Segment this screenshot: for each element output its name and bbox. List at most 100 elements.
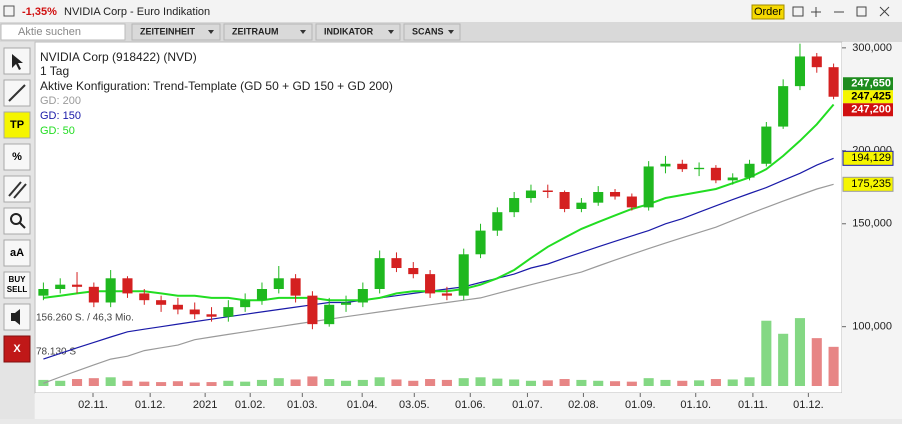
candle-body [727, 177, 738, 181]
menu-item[interactable] [131, 23, 221, 41]
volume-bar [122, 380, 133, 386]
volume-bar [576, 379, 587, 386]
candle-body [122, 278, 133, 294]
icon[interactable] [856, 6, 867, 17]
volume-bar [458, 378, 469, 386]
order-label[interactable]: Order [754, 6, 782, 18]
candle-body [206, 314, 217, 317]
search-box[interactable] [0, 23, 126, 41]
candle-body [324, 304, 335, 325]
button-label[interactable]: X [13, 343, 21, 355]
volume-bar [256, 379, 268, 386]
tool-button[interactable] [3, 335, 31, 363]
candle-body [778, 86, 789, 127]
icon [11, 309, 20, 325]
chart-title: NVIDIA Corp (918422) (NVD) [40, 50, 197, 64]
volume-bar [105, 377, 116, 386]
tool-button[interactable] [3, 111, 31, 139]
candle-body [542, 190, 553, 193]
value-label: 175,235 [851, 178, 891, 190]
value-label: 194,129 [851, 152, 891, 164]
candle-body [139, 293, 150, 301]
candle-body [374, 258, 385, 290]
button-label[interactable]: TP [10, 119, 24, 131]
volume-bar [290, 379, 301, 386]
quote-label-box [843, 103, 893, 117]
menu-label[interactable]: ZEITRAUM [232, 26, 279, 36]
volume-bar [408, 380, 419, 386]
candle-body [408, 268, 419, 275]
volume-bar [156, 382, 167, 386]
volume-bar [593, 380, 604, 386]
candle-body [340, 302, 352, 305]
menu-label[interactable]: ZEITEINHEIT [140, 26, 196, 36]
y-tick-label: 300,000 [852, 42, 892, 54]
change: -1,35% [22, 6, 57, 18]
candle-body [694, 167, 705, 170]
candle-body [576, 202, 587, 209]
candle-body [509, 198, 520, 213]
x-tick-label: 02.11. [78, 399, 108, 411]
volume-bar [744, 377, 755, 386]
time-axis [35, 393, 902, 419]
icon [19, 222, 26, 229]
menu-label[interactable]: SCANS [412, 26, 444, 36]
icon[interactable] [879, 6, 890, 17]
volume-bar [492, 378, 503, 386]
tool-button[interactable] [3, 239, 31, 267]
volume-bar [307, 376, 318, 386]
search-placeholder[interactable]: Aktie suchen [18, 26, 81, 38]
button-label[interactable]: % [12, 151, 22, 163]
icon [10, 213, 22, 225]
plot-area [34, 41, 843, 394]
candle-body [492, 212, 503, 231]
toolbar-buttons: TP % aA BUY SELL X [3, 47, 31, 363]
icon [8, 84, 26, 102]
tool-button[interactable] [3, 207, 31, 235]
candle-body [223, 307, 234, 317]
candle-body [71, 284, 83, 287]
candle-body [609, 192, 621, 197]
x-tick-label: 01.11. [738, 399, 768, 411]
volume-bar [542, 380, 553, 386]
button-label[interactable]: BUY [9, 275, 27, 284]
dropdown-arrow [208, 30, 214, 34]
volume-bar [509, 379, 520, 386]
volume-bar [626, 381, 637, 386]
volume-bar [778, 333, 789, 386]
tool-button[interactable] [3, 271, 31, 299]
candle-body [307, 295, 318, 325]
menu-label[interactable]: INDIKATOR [324, 26, 374, 36]
button-label[interactable]: SELL [7, 285, 28, 294]
candle-body [761, 126, 772, 164]
value-label-box [842, 150, 894, 166]
volume-bar [525, 380, 537, 386]
menu-item[interactable] [315, 23, 401, 41]
candle-body [525, 190, 537, 199]
moving-average [43, 183, 834, 384]
candle-body [189, 309, 200, 315]
tool-button[interactable] [3, 143, 31, 171]
volume-bar [609, 381, 621, 386]
tool-button[interactable] [3, 175, 31, 203]
menu-item[interactable] [403, 23, 461, 41]
legend-entry: GD: 200 [40, 95, 81, 107]
volume-bar [189, 382, 200, 386]
order-button[interactable] [751, 4, 785, 20]
button-label[interactable]: aA [10, 247, 24, 259]
candle-body [240, 300, 251, 308]
x-tick-label: 01.09. [625, 399, 656, 411]
icon[interactable] [792, 6, 804, 17]
volume-bar [811, 338, 822, 386]
menu-items: ZEITEINHEIT ZEITRAUM INDIKATOR SCANS [131, 23, 461, 41]
menu-item[interactable] [223, 23, 313, 41]
candle-body [811, 56, 822, 68]
volume-bar [677, 380, 688, 386]
quote-label: 247,425 [851, 91, 891, 103]
window-icons [792, 6, 890, 17]
annotation: Aktive Konfiguration: Trend-Template (GD… [40, 79, 393, 93]
icon[interactable] [811, 7, 821, 17]
candle-body [55, 284, 66, 290]
volume-bar [340, 380, 352, 386]
